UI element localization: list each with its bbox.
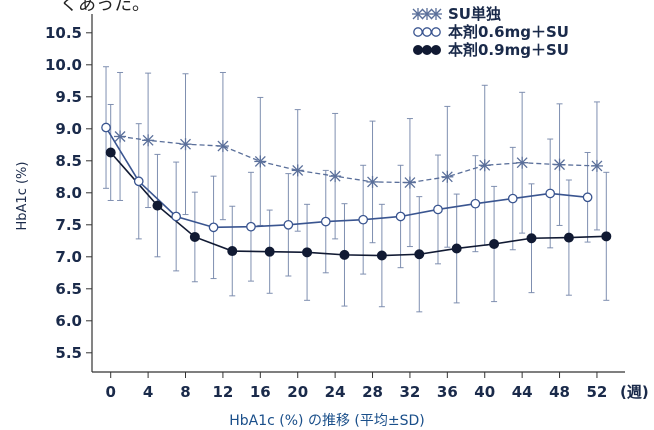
data-point [470,198,481,209]
data-point [366,175,379,188]
series-line [105,127,588,229]
legend-label: SU単独 [448,5,501,23]
data-point [358,214,369,225]
y-tick-label: 7.0 [55,248,82,266]
data-point [227,246,238,257]
legend-label: 本剤0.9mg＋SU [448,41,569,59]
data-point [339,249,350,260]
data-point [601,231,612,242]
x-tick-label: 52 [587,383,608,401]
data-point [133,176,144,187]
data-point [478,159,491,172]
data-point [283,219,294,230]
x-tick-label: 44 [512,383,533,401]
legend-marker-glyph [421,8,433,20]
legend-marker [413,27,441,37]
data-point [142,134,155,147]
y-axis-label: HbA1c (%) [15,162,30,231]
legend-marker-glyph [422,45,432,55]
x-tick-label: 36 [437,383,458,401]
data-point [545,188,556,199]
data-point [105,147,116,158]
series-line [119,135,597,184]
legend-marker [413,45,441,55]
y-tick-label: 5.5 [55,344,82,362]
header-fragment: くあった。 [60,0,150,15]
x-tick-label: 0 [105,383,115,401]
data-point [246,221,256,232]
data-point [582,192,593,203]
y-tick-label: 6.0 [55,312,82,330]
data-point [590,159,603,172]
y-tick-label: 8.0 [55,184,82,202]
data-point [291,164,304,177]
data-point [114,130,127,143]
data-point [403,176,416,189]
data-point [507,193,518,204]
data-point [320,216,331,227]
data-point [264,246,275,257]
x-tick-label: 24 [325,383,346,401]
legend-label: 本剤0.6mg＋SU [448,23,569,41]
data-point [171,211,182,222]
data-point [329,170,342,183]
data-point [152,200,163,211]
data-point [254,155,267,168]
x-tick-label: 20 [287,383,308,401]
data-point [395,211,406,222]
series-line [110,151,607,257]
data-point [516,156,529,169]
y-tick-label: 7.5 [55,216,82,234]
legend-marker-glyph [413,27,423,37]
x-tick-label: 4 [143,383,153,401]
x-axis-unit: (週) [620,383,649,401]
data-point [441,170,454,183]
legend-marker-glyph [422,27,432,37]
data-point [189,231,200,242]
data-point [302,247,313,258]
data-point [208,222,219,233]
y-tick-label: 6.5 [55,280,82,298]
x-tick-label: 12 [212,383,233,401]
data-point [451,243,462,254]
legend-marker-glyph [431,45,441,55]
data-point [414,249,425,260]
data-point [553,158,566,171]
y-tick-label: 8.5 [55,152,82,170]
x-tick-label: 8 [180,383,190,401]
legend-marker-glyph [413,45,423,55]
legend-marker [412,8,442,20]
y-tick-label: 10.5 [45,24,82,42]
x-tick-label: 48 [549,383,570,401]
data-point [376,250,387,261]
data-point [101,122,111,133]
data-point [216,140,229,153]
data-point [433,204,443,215]
x-tick-label: 32 [399,383,420,401]
legend-marker-glyph [430,8,442,20]
y-tick-label: 9.0 [55,120,82,138]
y-tick-label: 9.5 [55,88,82,106]
data-point [563,232,574,243]
data-point [526,233,537,244]
x-tick-label: 28 [362,383,383,401]
data-point [179,138,192,151]
y-tick-label: 10.0 [45,56,82,74]
x-tick-label: 16 [250,383,271,401]
chart-caption: HbA1c (%) の推移 (平均±SD) [229,413,425,429]
x-tick-label: 40 [474,383,495,401]
legend-marker-glyph [431,27,441,37]
data-point [489,239,500,249]
